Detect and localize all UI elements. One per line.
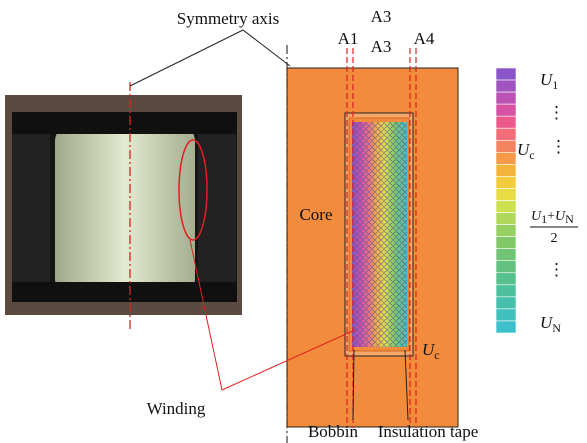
colorbar-cell — [496, 309, 516, 321]
colorbar-cell — [496, 68, 516, 80]
label: Insulation tape — [378, 422, 479, 441]
label: U1 — [540, 70, 558, 92]
colorbar-cell — [496, 321, 516, 333]
colorbar-cell — [496, 237, 516, 249]
label: A1 — [338, 29, 359, 48]
colorbar-cell — [496, 213, 516, 225]
colorbar-cell — [496, 285, 516, 297]
colorbar-cell — [496, 164, 516, 176]
colorbar-cell — [496, 128, 516, 140]
colorbar-cell — [496, 249, 516, 261]
colorbar-cell — [496, 104, 516, 116]
label: ⋮ — [548, 260, 565, 279]
colorbar-cell — [496, 188, 516, 200]
label: A4 — [414, 29, 435, 48]
label: Bobbin — [308, 422, 359, 441]
colorbar-cell — [496, 116, 516, 128]
label: Symmetry axis — [177, 9, 279, 28]
colorbar-cell — [496, 297, 516, 309]
figure: Symmetry axis A1 A3 A3 A4 Core Winding B… — [0, 0, 587, 443]
label: UN — [540, 313, 561, 335]
colorbar-cell — [496, 273, 516, 285]
label: A3 — [371, 37, 392, 56]
label: Uc — [517, 140, 535, 162]
colorbar-cell — [496, 261, 516, 273]
label: A3 — [371, 7, 392, 26]
label: ⋮ — [550, 137, 567, 156]
colorbar-cell — [496, 201, 516, 213]
label: Core — [299, 205, 332, 224]
photo — [5, 82, 242, 330]
colorbar-cell — [496, 176, 516, 188]
colorbar-cell — [496, 225, 516, 237]
winding-turns — [352, 122, 407, 347]
colorbar-cell — [496, 152, 516, 164]
colorbar-cell — [496, 80, 516, 92]
label: 2 — [551, 231, 558, 246]
colorbar-cell — [496, 92, 516, 104]
label: Winding — [147, 399, 206, 418]
colorbar — [496, 68, 516, 333]
label: U1+UN — [531, 209, 574, 226]
colorbar-cell — [496, 140, 516, 152]
label: ⋮ — [548, 103, 565, 122]
